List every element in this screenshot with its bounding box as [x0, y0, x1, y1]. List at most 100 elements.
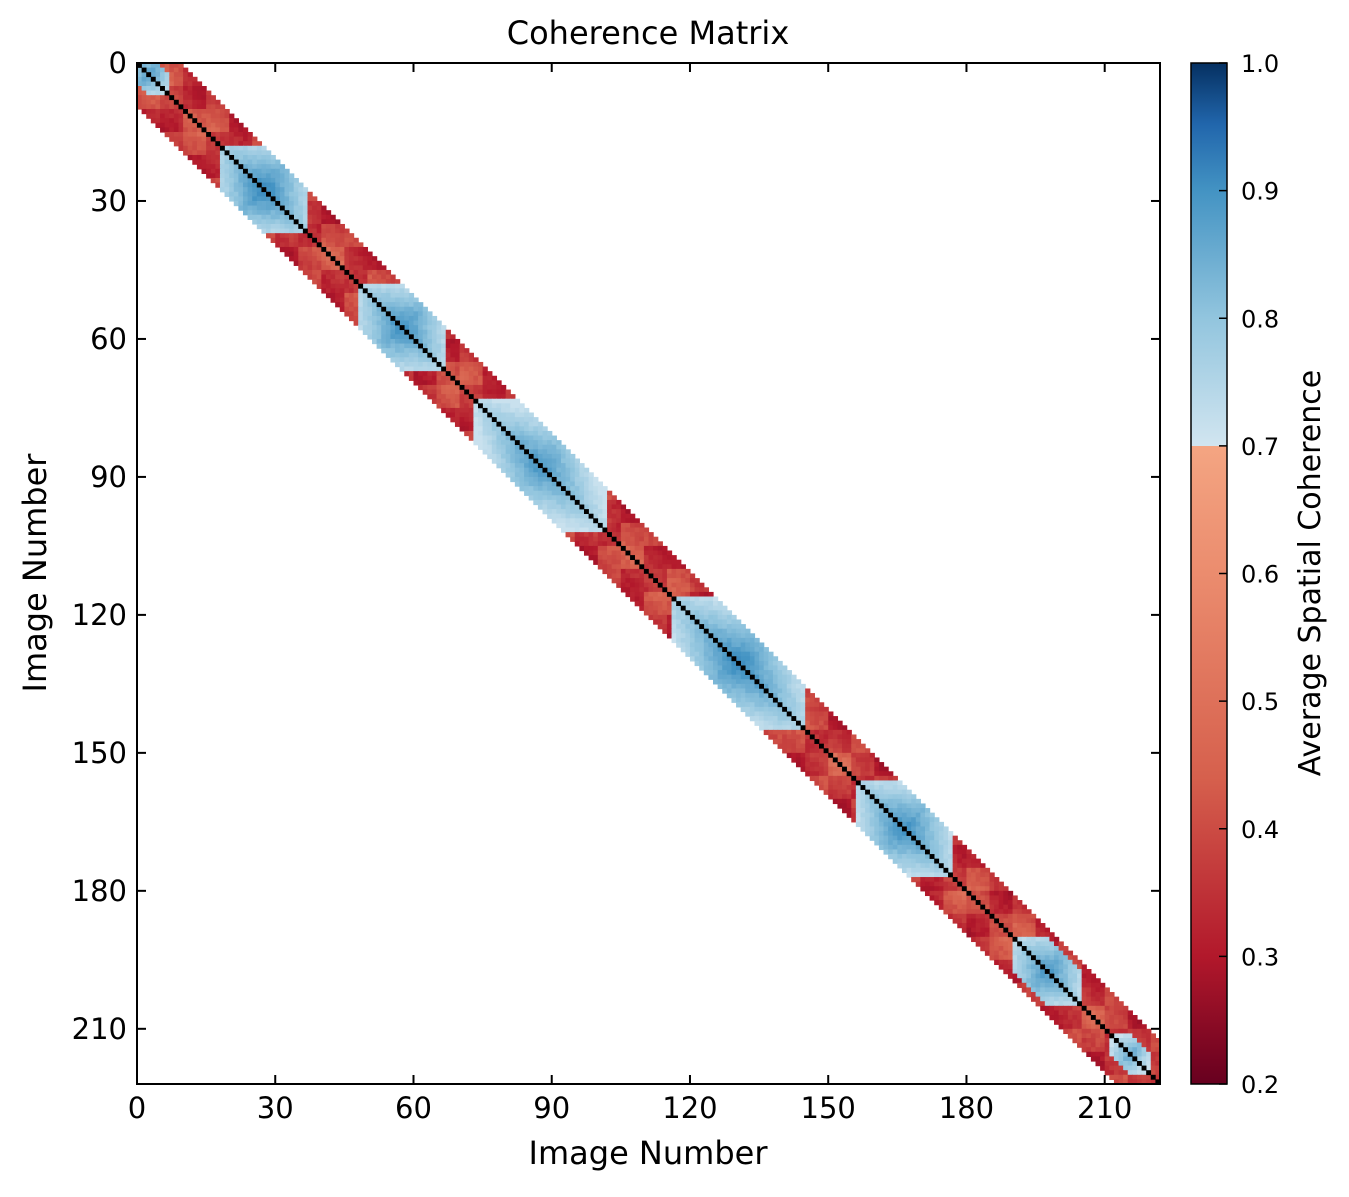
heatmap-cell — [137, 95, 143, 101]
heatmap-cell — [620, 578, 627, 584]
heatmap-cell — [892, 844, 898, 851]
heatmap-cell — [256, 159, 263, 165]
diagonal-cell — [491, 417, 497, 423]
heatmap-cell — [846, 789, 852, 795]
heatmap-cell — [1026, 964, 1032, 970]
heatmap-cell — [998, 918, 1004, 924]
heatmap-cell — [975, 927, 981, 933]
heatmap-cell — [284, 219, 290, 225]
diagonal-cell — [1109, 1033, 1115, 1039]
heatmap-cell — [408, 292, 415, 299]
heatmap-cell — [1077, 959, 1083, 966]
heatmap-cell — [749, 637, 756, 644]
heatmap-cell — [671, 605, 677, 611]
heatmap-cell — [1007, 936, 1014, 943]
heatmap-cell — [846, 743, 852, 749]
heatmap-cell — [261, 223, 267, 230]
heatmap-cell — [938, 877, 945, 883]
heatmap-cell — [252, 164, 258, 170]
heatmap-cell — [1067, 996, 1074, 1002]
heatmap-cell — [971, 877, 977, 883]
heatmap-cell — [450, 407, 456, 414]
heatmap-cell — [1030, 996, 1037, 1002]
heatmap-cell — [971, 932, 977, 938]
heatmap-cell — [980, 895, 986, 901]
heatmap-cell — [943, 863, 949, 869]
heatmap-cell — [666, 614, 673, 621]
heatmap-cell — [514, 444, 521, 450]
heatmap-cell — [468, 384, 474, 391]
heatmap-cell — [703, 614, 710, 621]
diagonal-cell — [1100, 1024, 1105, 1030]
heatmap-cell — [206, 173, 212, 179]
heatmap-cell — [155, 118, 161, 124]
heatmap-cell — [851, 739, 857, 745]
heatmap-cell — [961, 867, 968, 874]
heatmap-cell — [662, 568, 668, 575]
heatmap-cell — [1017, 964, 1023, 970]
heatmap-cell — [768, 697, 774, 703]
heatmap-cell — [809, 706, 815, 713]
heatmap-cell — [966, 932, 972, 938]
heatmap-cell — [464, 348, 470, 354]
diagonal-cell — [648, 573, 654, 579]
heatmap-cell — [1044, 932, 1051, 938]
heatmap-cell — [1026, 946, 1032, 952]
heatmap-cell — [307, 242, 313, 248]
heatmap-cell — [1012, 941, 1018, 947]
heatmap-cell — [860, 762, 866, 768]
diagonal-cell — [851, 775, 857, 781]
heatmap-cell — [560, 476, 567, 483]
heatmap-cell — [390, 343, 396, 349]
diagonal-cell — [339, 265, 345, 271]
heatmap-cell — [570, 504, 576, 510]
heatmap-cell — [1141, 1079, 1147, 1084]
heatmap-cell — [293, 237, 299, 243]
diagonal-cell — [666, 591, 672, 597]
heatmap-cell — [662, 550, 668, 556]
heatmap-cell — [657, 578, 663, 584]
heatmap-cell — [989, 900, 995, 906]
heatmap-cell — [390, 283, 396, 289]
heatmap-cell — [911, 854, 917, 860]
heatmap-cell — [1077, 1028, 1083, 1035]
heatmap-cell — [643, 587, 650, 593]
heatmap-cell — [266, 187, 272, 193]
heatmap-cell — [1090, 1051, 1097, 1058]
heatmap-cell — [238, 182, 244, 188]
heatmap-cell — [643, 578, 650, 584]
heatmap-cell — [560, 458, 567, 464]
heatmap-cell — [597, 541, 604, 547]
heatmap-cell — [791, 757, 797, 763]
heatmap-cell — [293, 177, 299, 184]
heatmap-cell — [607, 568, 613, 575]
heatmap-cell — [307, 256, 313, 262]
heatmap-cell — [547, 476, 553, 483]
heatmap-cell — [298, 200, 304, 207]
heatmap-cell — [270, 159, 276, 165]
heatmap-cell — [284, 200, 290, 207]
heatmap-cell — [215, 168, 221, 174]
heatmap-cell — [372, 256, 378, 262]
diagonal-cell — [395, 320, 400, 326]
heatmap-cell — [1054, 1015, 1060, 1021]
heatmap-cell — [510, 453, 516, 460]
heatmap-cell — [533, 467, 539, 473]
heatmap-cell — [1003, 913, 1009, 920]
heatmap-cell — [335, 228, 341, 234]
heatmap-cell — [551, 463, 557, 469]
heatmap-cell — [1081, 982, 1087, 989]
heatmap-cell — [141, 108, 147, 115]
heatmap-cell — [984, 913, 991, 920]
heatmap-cell — [740, 624, 746, 630]
heatmap-cell — [141, 104, 147, 110]
heatmap-cell — [487, 371, 493, 377]
diagonal-cell — [749, 674, 755, 680]
heatmap-cell — [565, 453, 571, 460]
heatmap-cell — [791, 688, 797, 694]
heatmap-cell — [344, 297, 350, 303]
heatmap-cell — [943, 849, 949, 855]
diagonal-cell — [537, 463, 543, 469]
heatmap-cell — [1017, 900, 1023, 906]
heatmap-cell — [920, 877, 926, 883]
